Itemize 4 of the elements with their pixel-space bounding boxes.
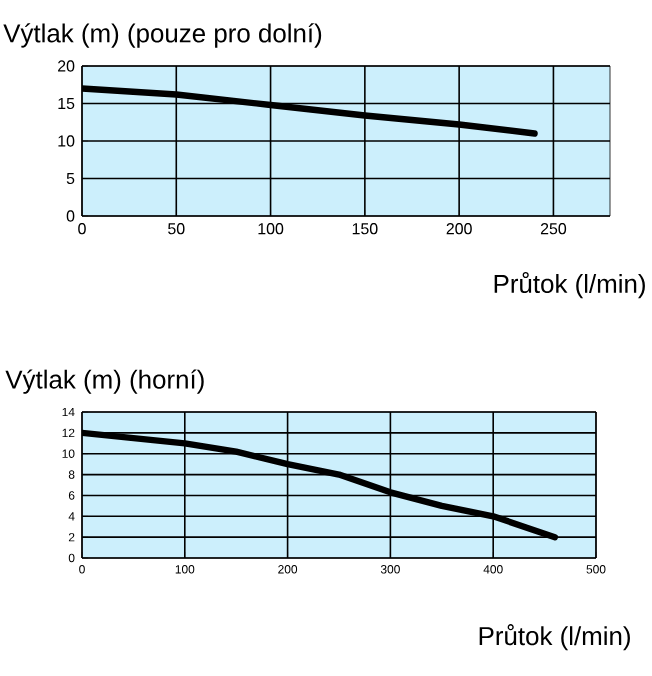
chart-title: Výtlak (m) (pouze pro dolní) [3, 23, 322, 48]
chart-title: Výtlak (m) (horní) [5, 369, 204, 394]
x-axis-title: Průtok (l/min) [479, 624, 630, 651]
x-axis-title: Průtok (l/min) [494, 271, 645, 299]
